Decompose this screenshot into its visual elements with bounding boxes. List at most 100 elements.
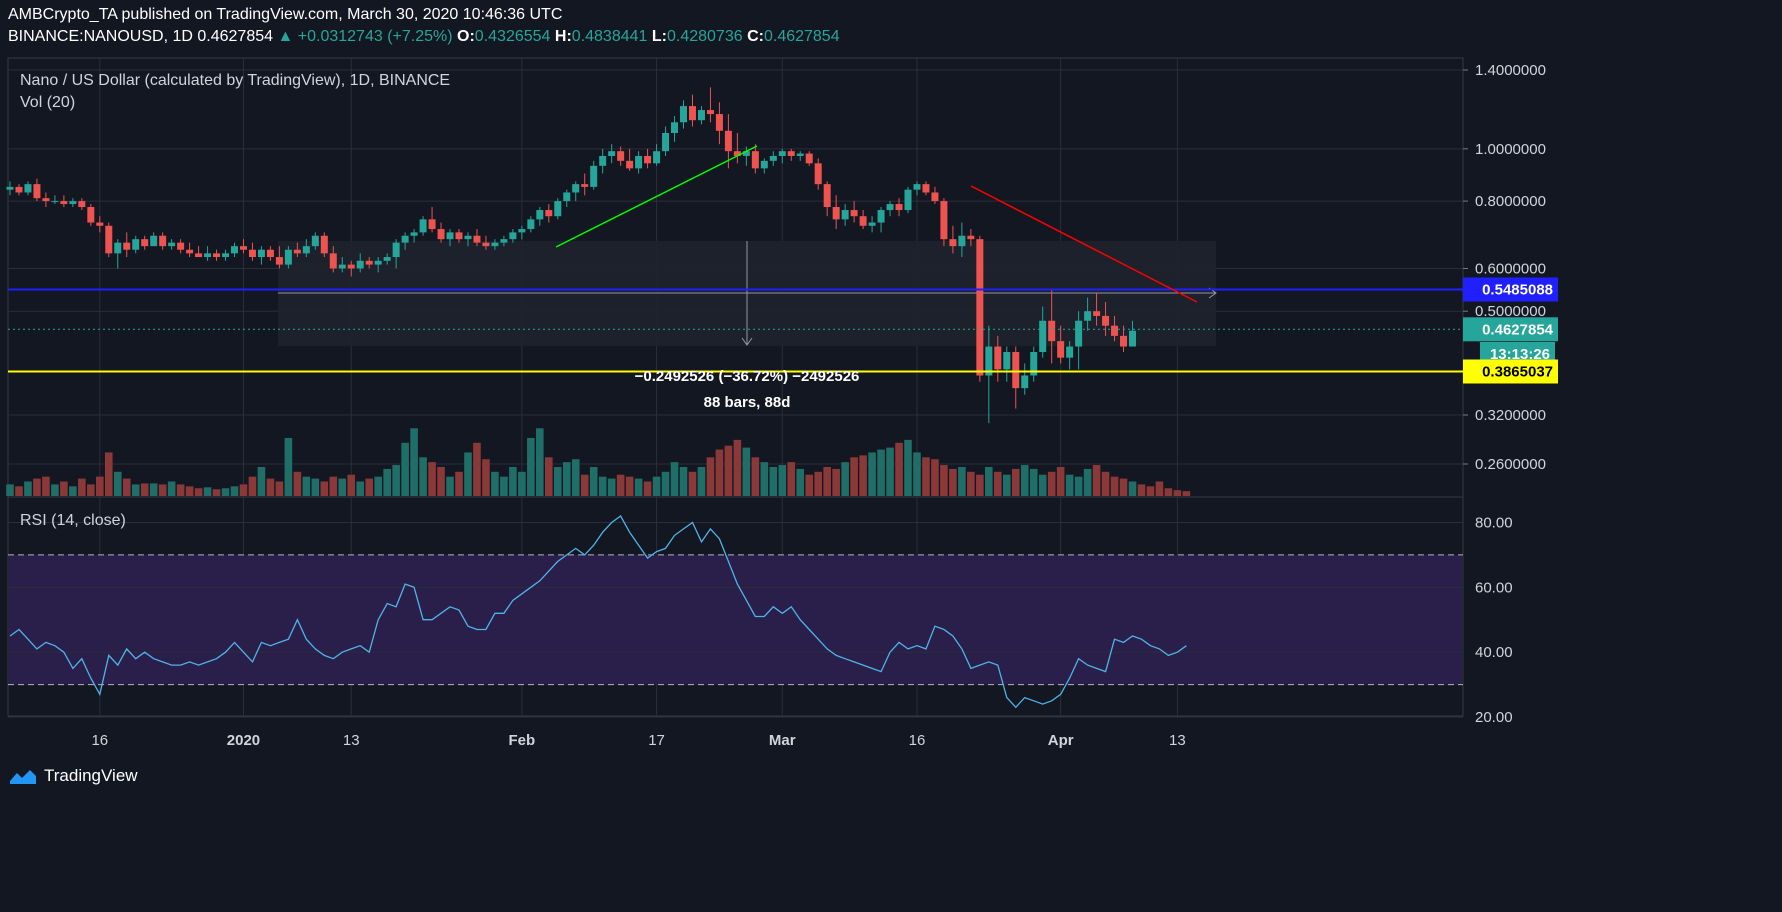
volume-bar [509,466,517,496]
volume-bar [149,483,158,496]
volume-bar [356,481,365,496]
high-label: H: [554,28,572,45]
x-tick-label: 2020 [227,732,260,749]
candle-body [329,253,337,269]
price-tag [1463,277,1558,302]
volume-bar [167,481,176,496]
candle-body [338,264,346,269]
volume-bar [958,466,966,496]
open-value: 0.4326554 [474,28,551,45]
volume-bar [60,481,68,496]
volume-bar [212,489,221,496]
y-tick-label: 1.4000000 [1475,62,1546,79]
candle-body [419,219,427,233]
candle-body [222,253,230,258]
candle-body [635,155,643,169]
candle-body [114,242,122,254]
high-value: 0.4838441 [571,28,648,45]
volume-bar [1038,474,1047,496]
low-value: 0.4280736 [666,28,743,45]
candle-body [1075,320,1083,347]
candle-body [141,239,149,247]
candle-body [760,160,768,169]
candle-body [1021,375,1029,389]
price-tag-label: 13:13:26 [1490,346,1550,363]
candle-body [680,106,687,123]
volume-bar [230,486,239,496]
volume-bar [1128,481,1137,496]
candle-body [24,184,32,193]
candle-body [293,249,301,254]
volume-bar [715,449,724,496]
volume-bar [113,471,122,496]
last-price: 0.4627854 [197,28,274,45]
brand-footer[interactable]: TradingView [8,766,138,786]
volume-bar [527,437,535,496]
volume-bars [6,428,1191,496]
volume-bar [751,457,760,496]
volume-bar [634,478,643,496]
volume-bar [832,468,840,496]
candle-body [832,207,840,220]
candle-body [491,242,499,247]
close-label: C: [747,28,764,45]
volume-bar [24,481,32,496]
candle-body [706,110,714,115]
volume-bar [1146,486,1155,496]
chart-area[interactable]: −0.2492526 (−36.72%) −2492526 88 bars, 88… [0,0,1568,760]
volume-bar [446,476,454,496]
drawings: −0.2492526 (−36.72%) −2492526 88 bars, 88… [8,145,1463,411]
candle-body [985,346,993,376]
volume-pane-title: Vol (20) [20,94,75,111]
volume-bar [940,465,948,496]
candle-body [922,184,930,193]
volume-bar [140,483,149,496]
volume-bar [1011,468,1020,496]
volume-bar [122,478,131,496]
candle-body [859,216,867,226]
volume-bar [482,459,490,496]
rsi-line [9,515,1187,709]
rsi-tick-label: 60.00 [1475,579,1513,596]
candle-body [275,257,283,265]
volume-bar [374,476,382,496]
volume-bar [913,452,921,496]
volume-bar [553,466,562,496]
rsi-tick-label: 40.00 [1475,644,1513,661]
volume-bar [1119,478,1128,496]
volume-bar [320,481,329,496]
uptrend-line [555,145,758,248]
x-tick-label: Apr [1048,732,1074,749]
candle-body [805,153,813,164]
y-tick-label: 0.3200000 [1475,407,1546,424]
volume-bar [796,468,805,496]
volume-bar [104,452,113,496]
volume-bar [571,459,580,496]
candle-body [473,235,481,243]
volume-bar [257,466,266,496]
candle-body [428,219,436,230]
candle-body [769,155,777,161]
volume-bar [365,478,373,496]
candle-body [644,155,652,164]
volume-bar [51,484,59,496]
measure-change-label: −0.2492526 (−36.72%) −2492526 [635,368,860,385]
volume-bar [221,488,230,496]
candle-body [455,232,463,240]
x-tick-label: Feb [509,732,536,749]
volume-bar [1083,468,1092,496]
volume-bar [859,455,867,496]
measure-bars-label: 88 bars, 88d [704,394,791,411]
volume-bar [194,488,203,496]
candle-body [437,229,445,240]
volume-bar [1182,491,1191,496]
candle-body [96,222,104,226]
volume-bar [42,476,50,496]
volume-bar [787,462,796,496]
volume-bar [69,486,77,496]
volume-bar [248,476,257,496]
candle-body [958,235,966,247]
volume-bar [697,466,706,496]
candle-body [581,184,589,187]
candle-body [1102,315,1110,326]
